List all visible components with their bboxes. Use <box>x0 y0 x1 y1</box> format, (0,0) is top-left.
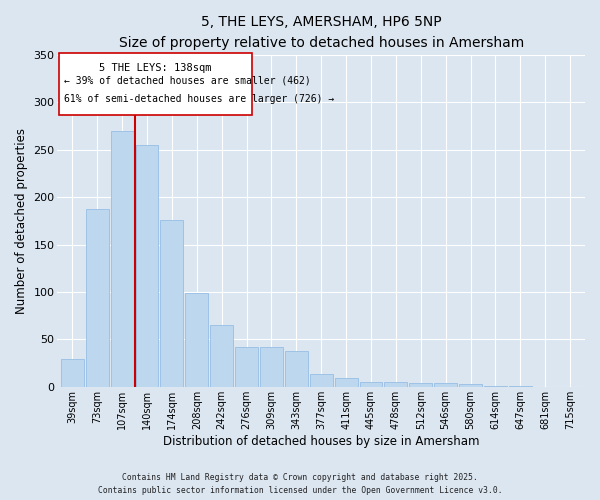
Bar <box>484 386 507 387</box>
Bar <box>111 131 134 387</box>
Text: Contains HM Land Registry data © Crown copyright and database right 2025.
Contai: Contains HM Land Registry data © Crown c… <box>98 474 502 495</box>
Bar <box>335 378 358 387</box>
Bar <box>86 208 109 387</box>
Bar <box>310 374 332 387</box>
Y-axis label: Number of detached properties: Number of detached properties <box>15 128 28 314</box>
Bar <box>459 384 482 387</box>
Bar <box>409 383 432 387</box>
Bar <box>509 386 532 387</box>
Bar <box>359 382 382 387</box>
Bar <box>160 220 184 387</box>
Bar <box>434 383 457 387</box>
Text: 5 THE LEYS: 138sqm: 5 THE LEYS: 138sqm <box>99 62 211 72</box>
Bar <box>285 351 308 387</box>
Bar <box>61 360 84 387</box>
Bar <box>260 347 283 387</box>
FancyBboxPatch shape <box>59 53 251 114</box>
Bar <box>235 347 258 387</box>
Bar <box>385 382 407 387</box>
Bar <box>210 325 233 387</box>
Text: 61% of semi-detached houses are larger (726) →: 61% of semi-detached houses are larger (… <box>64 94 334 104</box>
Title: 5, THE LEYS, AMERSHAM, HP6 5NP
Size of property relative to detached houses in A: 5, THE LEYS, AMERSHAM, HP6 5NP Size of p… <box>119 15 524 50</box>
Text: ← 39% of detached houses are smaller (462): ← 39% of detached houses are smaller (46… <box>64 76 310 86</box>
X-axis label: Distribution of detached houses by size in Amersham: Distribution of detached houses by size … <box>163 434 479 448</box>
Bar <box>136 145 158 387</box>
Bar <box>185 293 208 387</box>
